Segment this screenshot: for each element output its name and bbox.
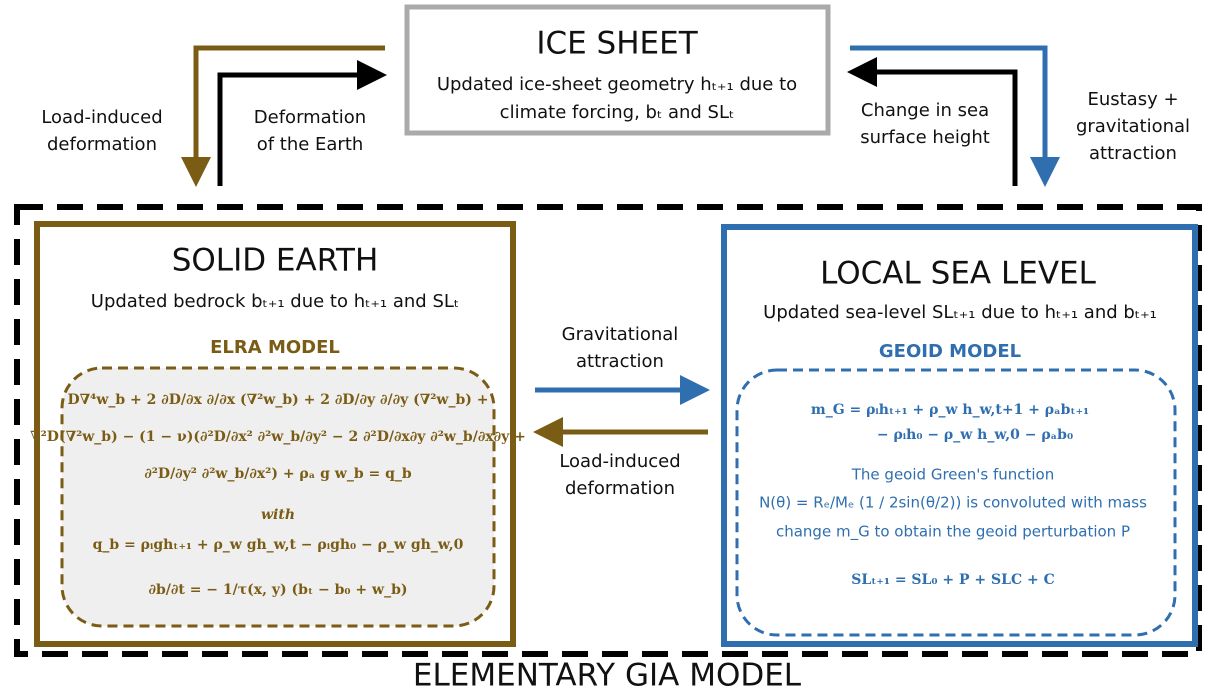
ice-sheet-text: Updated ice-sheet geometry hₜ₊₁ due to: [437, 74, 797, 95]
arrow-label: surface height: [860, 127, 990, 148]
arrow-label: Change in sea: [861, 100, 989, 121]
arrow-label: deformation: [47, 134, 157, 155]
equation: SLₜ₊₁ = SL₀ + P + SLC + C: [851, 572, 1054, 588]
sea-level-subtitle: Updated sea-level SLₜ₊₁ due to hₜ₊₁ and …: [763, 302, 1157, 323]
equation: ∇²D(∇²w_b) − (1 − ν)(∂²D/∂x² ∂²w_b/∂y² −…: [30, 429, 526, 445]
elra-title: ELRA MODEL: [210, 337, 340, 358]
arrow: [217, 60, 387, 186]
solid-earth-title: SOLID EARTH: [172, 243, 379, 279]
arrow-label: Gravitational: [562, 324, 679, 345]
arrow-label: of the Earth: [257, 134, 364, 155]
solid-earth-subtitle: Updated bedrock bₜ₊₁ due to hₜ₊₁ and SLₜ: [91, 291, 459, 312]
ice-sheet-text: climate forcing, bₜ and SLₜ: [500, 102, 735, 123]
elra-box: [60, 366, 496, 628]
arrow-label: attraction: [1089, 143, 1177, 164]
arrow: [847, 57, 1018, 186]
equation: The geoid Green's function: [851, 466, 1054, 484]
arrow-label: Eustasy +: [1087, 89, 1178, 110]
arrow-label: Load-induced: [41, 107, 162, 128]
equation: ∂²D/∂y² ∂²w_b/∂x²) + ρₐ g w_b = q_b: [144, 466, 412, 482]
equation: N(θ) = Rₑ/Mₑ (1 / 2sin(θ/2)) is convolut…: [759, 494, 1147, 512]
geoid-box: [735, 368, 1177, 637]
gia-title: ELEMENTARY GIA MODEL: [413, 658, 802, 694]
equation: q_b = ρᵢghₜ₊₁ + ρ_w gh_w,t − ρᵢgh₀ − ρ_w…: [93, 537, 464, 553]
arrow-label: deformation: [565, 478, 675, 499]
equation: m_G = ρᵢhₜ₊₁ + ρ_w h_w,t+1 + ρₐbₜ₊₁: [811, 402, 1089, 418]
arrow-label: attraction: [576, 351, 664, 372]
arrow-label: gravitational: [1076, 116, 1190, 137]
equation: − ρᵢh₀ − ρ_w h_w,0 − ρₐb₀: [877, 427, 1073, 443]
arrow: [850, 45, 1060, 187]
equation: D∇⁴w_b + 2 ∂D/∂x ∂/∂x (∇²w_b) + 2 ∂D/∂y …: [68, 392, 489, 408]
equation: change m_G to obtain the geoid perturbat…: [776, 523, 1130, 542]
equation: ∂b/∂t = − 1/τ(x, y) (bₜ − b₀ + w_b): [149, 582, 408, 598]
ice-sheet-box: [404, 4, 831, 136]
ice-sheet-title: ICE SHEET: [536, 26, 698, 62]
sea-level-title: LOCAL SEA LEVEL: [820, 256, 1097, 292]
gia-box: [14, 204, 1202, 657]
arrow: [181, 45, 385, 187]
equation: with: [261, 507, 295, 523]
arrow-label: Load-induced: [559, 451, 680, 472]
arrow-label: Deformation: [254, 107, 366, 128]
geoid-title: GEOID MODEL: [879, 341, 1021, 362]
